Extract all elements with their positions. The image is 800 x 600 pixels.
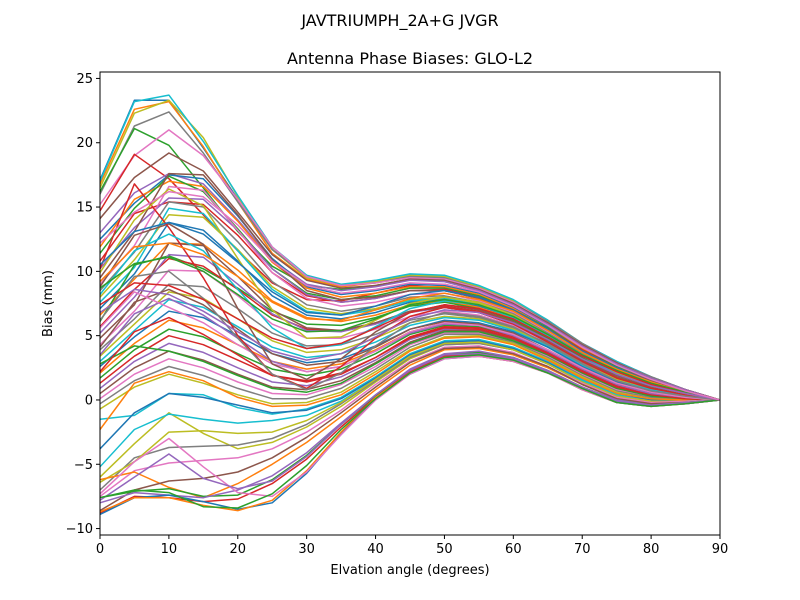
- series-line-72: [100, 288, 720, 401]
- x-tick-label: 40: [367, 542, 384, 557]
- series-line-57: [100, 350, 720, 504]
- y-tick-label: −10: [66, 522, 93, 537]
- series-line-45: [100, 297, 720, 401]
- series-line-71: [100, 282, 720, 401]
- y-tick-label: 10: [76, 265, 93, 280]
- series-line-66: [100, 188, 720, 401]
- chart-title: Antenna Phase Biases: GLO-L2: [287, 49, 533, 68]
- series-line-69: [100, 242, 720, 401]
- series-line-44: [100, 316, 720, 401]
- series-line-34: [100, 325, 720, 401]
- series-line-9: [100, 152, 720, 401]
- series-line-52: [100, 345, 720, 498]
- series-layer: [100, 94, 720, 516]
- y-axis-label: Bias (mm): [41, 270, 56, 337]
- y-tick-label: −5: [74, 458, 93, 473]
- series-line-13: [100, 175, 720, 401]
- series-line-10: [100, 172, 720, 401]
- x-tick-label: 70: [574, 542, 591, 557]
- series-line-73: [100, 190, 720, 401]
- y-tick-label: 15: [76, 201, 93, 216]
- x-tick-label: 50: [436, 542, 453, 557]
- x-axis-label: Elvation angle (degrees): [330, 563, 489, 578]
- y-tick-label: 25: [76, 72, 93, 87]
- y-tick-label: 20: [76, 136, 93, 151]
- figure-suptitle: JAVTRIUMPH_2A+G JVGR: [300, 11, 498, 31]
- y-axis-ticks: −10 −5 0 5 10 15 20 25: [66, 72, 100, 537]
- x-tick-label: 80: [643, 542, 660, 557]
- series-line-65: [100, 270, 720, 401]
- series-line-4: [100, 94, 720, 401]
- x-tick-label: 0: [96, 542, 104, 557]
- series-line-68: [100, 221, 720, 401]
- series-line-37: [100, 332, 720, 401]
- series-line-51: [100, 341, 720, 483]
- y-tick-label: 0: [85, 393, 93, 408]
- series-line-62: [100, 354, 720, 509]
- x-tick-label: 10: [161, 542, 178, 557]
- y-tick-label: 5: [85, 329, 93, 344]
- x-tick-label: 30: [298, 542, 315, 557]
- series-line-61: [100, 352, 720, 501]
- series-line-47: [100, 291, 720, 401]
- x-tick-label: 90: [712, 542, 729, 557]
- series-line-70: [100, 256, 720, 401]
- plot-frame: [99, 71, 721, 536]
- series-line-38: [100, 333, 720, 405]
- x-axis-ticks: 0 10 20 30 40 50 60 70 80 90: [96, 535, 728, 557]
- series-line-64: [100, 183, 720, 401]
- series-line-42: [100, 336, 720, 430]
- x-tick-label: 60: [505, 542, 522, 557]
- series-line-43: [100, 331, 720, 401]
- series-line-39: [100, 334, 720, 410]
- x-tick-label: 20: [230, 542, 247, 557]
